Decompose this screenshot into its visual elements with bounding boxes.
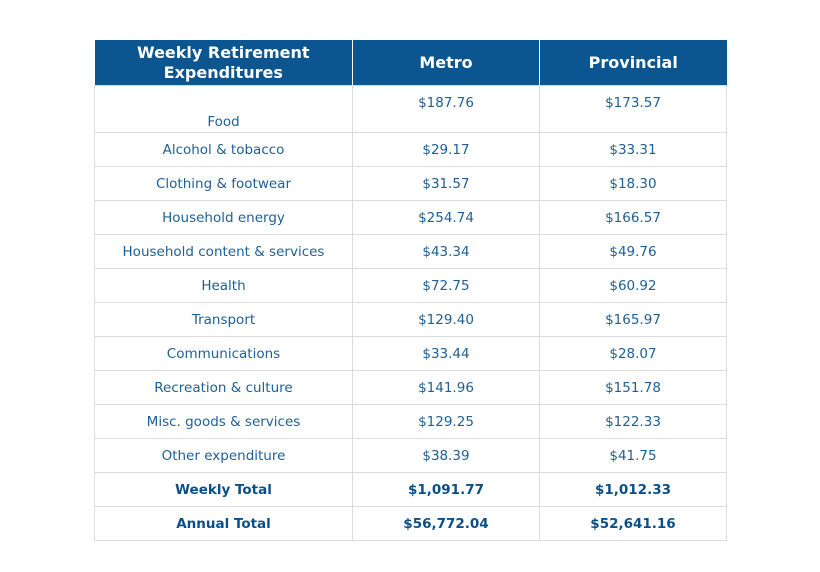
table-row: Household content & services $43.34 $49.… <box>94 234 727 269</box>
table-row: Misc. goods & services $129.25 $122.33 <box>94 404 727 439</box>
metro-cell: $129.25 <box>352 404 540 439</box>
table-row: Communications $33.44 $28.07 <box>94 336 727 371</box>
annual-total-row: Annual Total $56,772.04 $52,641.16 <box>94 506 727 541</box>
table-row: Household energy $254.74 $166.57 <box>94 200 727 235</box>
table-row: Food $187.76 $173.57 <box>94 85 727 133</box>
provincial-cell: $28.07 <box>539 336 727 371</box>
metro-cell: $38.39 <box>352 438 540 473</box>
provincial-cell: $166.57 <box>539 200 727 235</box>
category-cell: Misc. goods & services <box>94 404 353 439</box>
metro-cell: $187.76 <box>352 85 540 133</box>
category-cell: Food <box>94 85 353 133</box>
provincial-total: $52,641.16 <box>539 506 727 541</box>
provincial-cell: $49.76 <box>539 234 727 269</box>
table-row: Other expenditure $38.39 $41.75 <box>94 438 727 473</box>
metro-cell: $33.44 <box>352 336 540 371</box>
provincial-cell: $33.31 <box>539 132 727 167</box>
provincial-cell: $165.97 <box>539 302 727 337</box>
metro-cell: $31.57 <box>352 166 540 201</box>
table-row: Recreation & culture $141.96 $151.78 <box>94 370 727 405</box>
provincial-cell: $60.92 <box>539 268 727 303</box>
table-row: Health $72.75 $60.92 <box>94 268 727 303</box>
provincial-cell: $173.57 <box>539 85 727 133</box>
table-body: Food $187.76 $173.57 Alcohol & tobacco $… <box>94 85 727 541</box>
table-header: Weekly Retirement Expenditures Metro Pro… <box>94 40 727 86</box>
header-category: Weekly Retirement Expenditures <box>94 40 353 86</box>
total-label: Annual Total <box>94 506 353 541</box>
metro-total: $1,091.77 <box>352 472 540 507</box>
provincial-cell: $122.33 <box>539 404 727 439</box>
provincial-total: $1,012.33 <box>539 472 727 507</box>
table-row: Alcohol & tobacco $29.17 $33.31 <box>94 132 727 167</box>
category-cell: Recreation & culture <box>94 370 353 405</box>
table-row: Transport $129.40 $165.97 <box>94 302 727 337</box>
total-label: Weekly Total <box>94 472 353 507</box>
category-cell: Communications <box>94 336 353 371</box>
category-cell: Health <box>94 268 353 303</box>
provincial-cell: $151.78 <box>539 370 727 405</box>
metro-cell: $129.40 <box>352 302 540 337</box>
metro-cell: $43.34 <box>352 234 540 269</box>
header-metro: Metro <box>352 40 540 86</box>
category-cell: Clothing & footwear <box>94 166 353 201</box>
category-cell: Household energy <box>94 200 353 235</box>
metro-cell: $141.96 <box>352 370 540 405</box>
category-cell: Other expenditure <box>94 438 353 473</box>
expenditure-table-container: Weekly Retirement Expenditures Metro Pro… <box>94 40 727 541</box>
category-cell: Transport <box>94 302 353 337</box>
table-row: Clothing & footwear $31.57 $18.30 <box>94 166 727 201</box>
header-provincial: Provincial <box>539 40 727 86</box>
metro-total: $56,772.04 <box>352 506 540 541</box>
expenditure-table: Weekly Retirement Expenditures Metro Pro… <box>94 40 727 541</box>
metro-cell: $72.75 <box>352 268 540 303</box>
header-row: Weekly Retirement Expenditures Metro Pro… <box>94 40 727 86</box>
weekly-total-row: Weekly Total $1,091.77 $1,012.33 <box>94 472 727 507</box>
category-cell: Alcohol & tobacco <box>94 132 353 167</box>
category-cell: Household content & services <box>94 234 353 269</box>
metro-cell: $29.17 <box>352 132 540 167</box>
provincial-cell: $18.30 <box>539 166 727 201</box>
provincial-cell: $41.75 <box>539 438 727 473</box>
metro-cell: $254.74 <box>352 200 540 235</box>
